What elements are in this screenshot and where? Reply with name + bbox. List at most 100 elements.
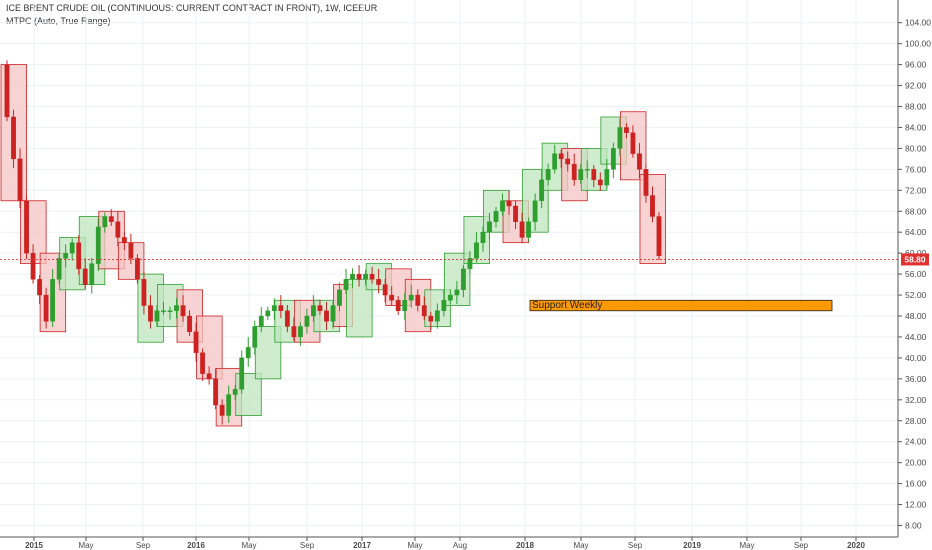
y-tick-label: 96.00 xyxy=(905,60,927,70)
up-candle xyxy=(532,200,538,222)
down-candle xyxy=(206,373,212,380)
up-candle xyxy=(467,258,473,270)
up-candle xyxy=(311,305,316,317)
down-candle xyxy=(76,242,82,270)
down-candle xyxy=(591,169,597,181)
y-tick-label: 100.00 xyxy=(905,39,931,49)
up-candle xyxy=(63,252,69,259)
up-candle xyxy=(258,315,264,327)
x-tick-label: May xyxy=(407,541,422,550)
down-candle xyxy=(141,279,147,306)
up-candle xyxy=(480,231,486,243)
up-candle xyxy=(493,211,499,222)
up-candle xyxy=(271,305,277,311)
down-candle xyxy=(317,305,323,311)
up-candle xyxy=(474,242,479,259)
up-candle xyxy=(232,389,238,395)
down-candle xyxy=(513,205,518,222)
up-candle xyxy=(461,268,466,291)
up-candle xyxy=(363,273,368,280)
down-candle xyxy=(24,200,29,254)
down-candle xyxy=(82,268,88,285)
up-candle xyxy=(487,221,492,233)
down-candle xyxy=(30,252,36,280)
down-candle xyxy=(382,284,388,296)
up-candle xyxy=(226,394,232,416)
down-candle xyxy=(643,169,649,196)
x-tick-label: May xyxy=(241,541,256,550)
y-tick-label: 24.00 xyxy=(905,437,927,447)
down-candle xyxy=(376,279,382,285)
x-tick-label: 2018 xyxy=(516,541,534,550)
up-candle xyxy=(89,263,95,285)
down-candle xyxy=(630,132,636,154)
x-tick-label: Sep xyxy=(136,541,151,550)
down-candle xyxy=(121,237,127,243)
down-candle xyxy=(17,158,23,201)
down-candle xyxy=(11,116,16,160)
x-tick-label: Sep xyxy=(794,541,809,550)
down-candle xyxy=(565,158,571,165)
down-candle xyxy=(506,200,512,207)
up-candle xyxy=(69,242,75,254)
y-tick-label: 84.00 xyxy=(905,122,927,132)
y-tick-label: 20.00 xyxy=(905,458,927,468)
down-candle xyxy=(291,326,297,338)
up-candle xyxy=(604,169,610,186)
x-tick-label: 2016 xyxy=(187,541,205,550)
y-tick-label: 32.00 xyxy=(905,395,927,405)
up-candle xyxy=(304,315,310,327)
down-candle xyxy=(115,221,121,238)
x-tick-label: Sep xyxy=(628,541,643,550)
x-tick-label: 2019 xyxy=(683,541,701,550)
down-candle xyxy=(324,310,329,322)
up-candle xyxy=(337,289,342,306)
y-tick-label: 8.00 xyxy=(905,521,922,531)
y-tick-label: 56.00 xyxy=(905,269,927,279)
up-candle xyxy=(154,310,160,322)
down-candle xyxy=(637,153,642,170)
y-tick-label: 52.00 xyxy=(905,290,927,300)
y-tick-label: 12.00 xyxy=(905,500,927,510)
down-candle xyxy=(415,294,421,306)
up-candle xyxy=(343,279,349,291)
down-candle xyxy=(356,273,362,280)
up-candle xyxy=(545,169,551,181)
down-candle xyxy=(187,315,192,332)
up-candle xyxy=(584,169,590,171)
up-candle xyxy=(245,347,251,359)
last-price-badge xyxy=(901,253,929,266)
x-tick-label: 2020 xyxy=(847,541,865,550)
down-candle xyxy=(134,258,140,280)
x-tick-label: Sep xyxy=(300,541,315,550)
up-candle xyxy=(441,300,447,311)
up-candle xyxy=(174,305,179,311)
x-tick-label: Aug xyxy=(453,541,467,550)
indicator-label: MTPC (Auto, True Range) xyxy=(6,16,111,26)
up-candle xyxy=(350,273,355,280)
up-candle xyxy=(447,294,453,301)
down-candle xyxy=(428,315,434,322)
y-tick-label: 16.00 xyxy=(905,479,927,489)
y-tick-label: 104.00 xyxy=(905,18,931,28)
y-tick-label: 60.00 xyxy=(905,248,927,258)
up-candle xyxy=(161,310,166,312)
up-candle xyxy=(265,310,271,317)
up-candle xyxy=(526,221,532,238)
down-candle xyxy=(650,195,655,217)
down-candle xyxy=(597,179,603,186)
down-candle xyxy=(395,300,401,311)
up-candle xyxy=(610,148,616,170)
down-candle xyxy=(421,305,427,317)
down-candle xyxy=(558,153,564,160)
up-candle xyxy=(539,179,545,201)
up-candle xyxy=(578,169,584,181)
down-candle xyxy=(200,352,205,374)
up-candle xyxy=(239,357,245,390)
y-tick-label: 72.00 xyxy=(905,185,927,195)
down-candle xyxy=(108,216,114,222)
up-candle xyxy=(434,310,440,322)
down-candle xyxy=(571,163,577,181)
up-candle xyxy=(167,310,173,312)
